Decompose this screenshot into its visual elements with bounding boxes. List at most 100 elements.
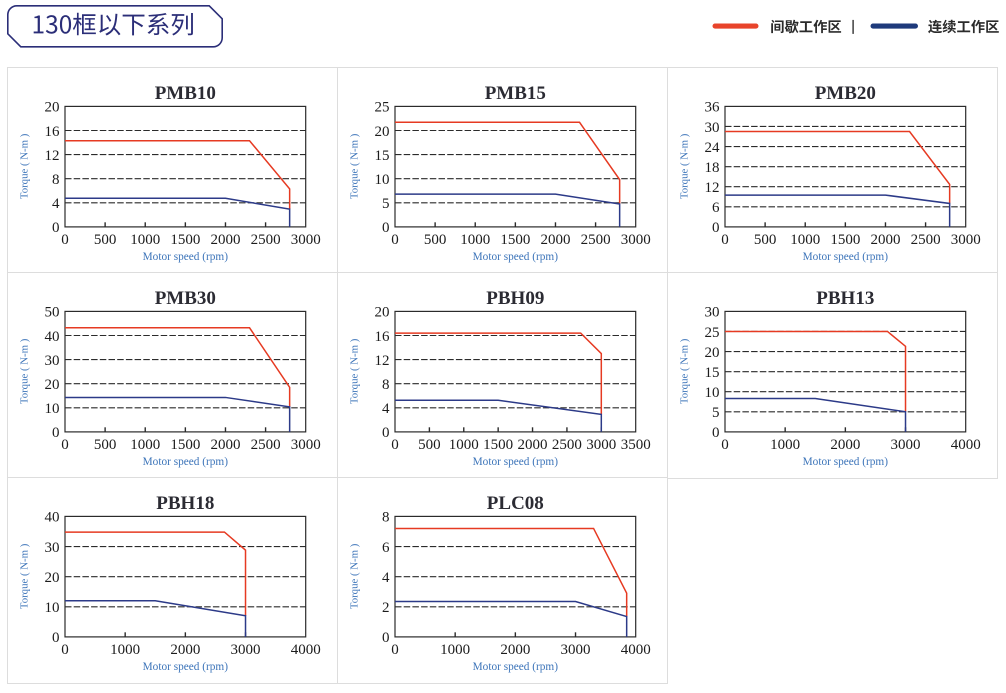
svg-text:Motor speed (rpm): Motor speed (rpm) xyxy=(143,456,229,468)
svg-text:PMB20: PMB20 xyxy=(815,83,876,104)
svg-text:0: 0 xyxy=(52,425,60,441)
svg-text:5: 5 xyxy=(382,196,390,212)
svg-text:25: 25 xyxy=(375,100,390,116)
svg-text:Motor speed (rpm): Motor speed (rpm) xyxy=(473,456,559,468)
svg-text:15: 15 xyxy=(375,148,390,164)
svg-text:2000: 2000 xyxy=(210,232,240,248)
svg-text:3000: 3000 xyxy=(231,642,261,658)
svg-text:4000: 4000 xyxy=(951,437,981,453)
svg-text:0: 0 xyxy=(382,425,390,441)
svg-text:8: 8 xyxy=(382,510,390,526)
svg-text:500: 500 xyxy=(94,437,117,453)
svg-text:PBH18: PBH18 xyxy=(156,493,214,514)
svg-text:Motor speed (rpm): Motor speed (rpm) xyxy=(473,661,559,673)
svg-text:2500: 2500 xyxy=(581,232,611,248)
svg-text:1500: 1500 xyxy=(830,232,860,248)
svg-text:3000: 3000 xyxy=(586,437,616,453)
svg-text:2000: 2000 xyxy=(170,642,200,658)
svg-text:3500: 3500 xyxy=(621,437,651,453)
svg-text:2000: 2000 xyxy=(540,232,570,248)
svg-text:0: 0 xyxy=(721,437,729,453)
svg-text:16: 16 xyxy=(45,124,61,140)
svg-text:1000: 1000 xyxy=(440,642,470,658)
svg-text:12: 12 xyxy=(705,180,720,196)
svg-text:0: 0 xyxy=(391,232,399,248)
svg-text:0: 0 xyxy=(382,220,390,236)
svg-text:Torque ( N-m ): Torque ( N-m ) xyxy=(678,338,690,404)
svg-text:10: 10 xyxy=(705,385,720,401)
svg-text:Torque ( N-m ): Torque ( N-m ) xyxy=(18,543,30,609)
svg-text:6: 6 xyxy=(712,200,720,216)
svg-text:0: 0 xyxy=(391,437,399,453)
svg-text:40: 40 xyxy=(45,510,60,526)
svg-text:500: 500 xyxy=(424,232,447,248)
svg-text:4: 4 xyxy=(382,570,390,586)
svg-text:1500: 1500 xyxy=(170,437,200,453)
svg-text:5: 5 xyxy=(712,405,720,421)
svg-text:12: 12 xyxy=(375,353,390,369)
svg-text:PBH13: PBH13 xyxy=(816,288,874,309)
svg-text:4: 4 xyxy=(52,196,60,212)
svg-text:1000: 1000 xyxy=(449,437,479,453)
svg-text:0: 0 xyxy=(52,630,60,646)
svg-text:1000: 1000 xyxy=(790,232,820,248)
svg-text:16: 16 xyxy=(375,329,391,345)
svg-text:500: 500 xyxy=(754,232,777,248)
svg-text:20: 20 xyxy=(45,570,60,586)
svg-text:1000: 1000 xyxy=(460,232,490,248)
svg-text:2: 2 xyxy=(382,600,390,616)
svg-text:2000: 2000 xyxy=(518,437,548,453)
svg-text:500: 500 xyxy=(418,437,441,453)
svg-text:Motor speed (rpm): Motor speed (rpm) xyxy=(143,251,229,263)
svg-text:8: 8 xyxy=(382,377,390,393)
svg-text:6: 6 xyxy=(382,540,390,556)
svg-text:0: 0 xyxy=(61,437,69,453)
svg-text:2000: 2000 xyxy=(830,437,860,453)
svg-text:3000: 3000 xyxy=(291,232,321,248)
svg-text:20: 20 xyxy=(45,100,60,116)
svg-text:0: 0 xyxy=(712,220,720,236)
svg-text:18: 18 xyxy=(705,160,720,176)
svg-text:2000: 2000 xyxy=(210,437,240,453)
svg-text:Motor speed (rpm): Motor speed (rpm) xyxy=(803,251,889,263)
svg-text:20: 20 xyxy=(375,305,390,321)
svg-text:1000: 1000 xyxy=(130,437,160,453)
svg-text:PMB10: PMB10 xyxy=(155,83,216,104)
svg-text:20: 20 xyxy=(375,124,390,140)
svg-text:4: 4 xyxy=(382,401,390,417)
svg-text:Torque ( N-m ): Torque ( N-m ) xyxy=(18,133,30,199)
svg-text:3000: 3000 xyxy=(891,437,921,453)
svg-text:2500: 2500 xyxy=(911,232,941,248)
svg-text:2500: 2500 xyxy=(552,437,582,453)
svg-text:Torque ( N-m ): Torque ( N-m ) xyxy=(348,338,360,404)
svg-text:10: 10 xyxy=(45,401,60,417)
svg-text:3000: 3000 xyxy=(561,642,591,658)
svg-text:3000: 3000 xyxy=(291,437,321,453)
svg-text:Torque ( N-m ): Torque ( N-m ) xyxy=(348,543,360,609)
svg-text:10: 10 xyxy=(375,172,390,188)
svg-text:0: 0 xyxy=(712,425,720,441)
svg-text:2000: 2000 xyxy=(870,232,900,248)
svg-text:500: 500 xyxy=(94,232,117,248)
svg-text:1500: 1500 xyxy=(483,437,513,453)
svg-text:30: 30 xyxy=(45,540,60,556)
svg-text:24: 24 xyxy=(705,140,721,156)
svg-text:1000: 1000 xyxy=(110,642,140,658)
svg-text:30: 30 xyxy=(45,353,60,369)
svg-text:20: 20 xyxy=(705,345,720,361)
svg-text:Motor speed (rpm): Motor speed (rpm) xyxy=(473,251,559,263)
svg-text:8: 8 xyxy=(52,172,60,188)
svg-text:0: 0 xyxy=(61,232,69,248)
svg-text:4000: 4000 xyxy=(291,642,321,658)
svg-text:1000: 1000 xyxy=(770,437,800,453)
svg-text:36: 36 xyxy=(705,100,721,116)
svg-text:1500: 1500 xyxy=(500,232,530,248)
svg-text:PLC08: PLC08 xyxy=(487,493,544,514)
svg-text:0: 0 xyxy=(382,630,390,646)
svg-text:50: 50 xyxy=(45,305,60,321)
svg-text:20: 20 xyxy=(45,377,60,393)
svg-text:Motor speed (rpm): Motor speed (rpm) xyxy=(803,456,889,468)
svg-text:4000: 4000 xyxy=(621,642,651,658)
svg-text:3000: 3000 xyxy=(621,232,651,248)
svg-text:1000: 1000 xyxy=(130,232,160,248)
